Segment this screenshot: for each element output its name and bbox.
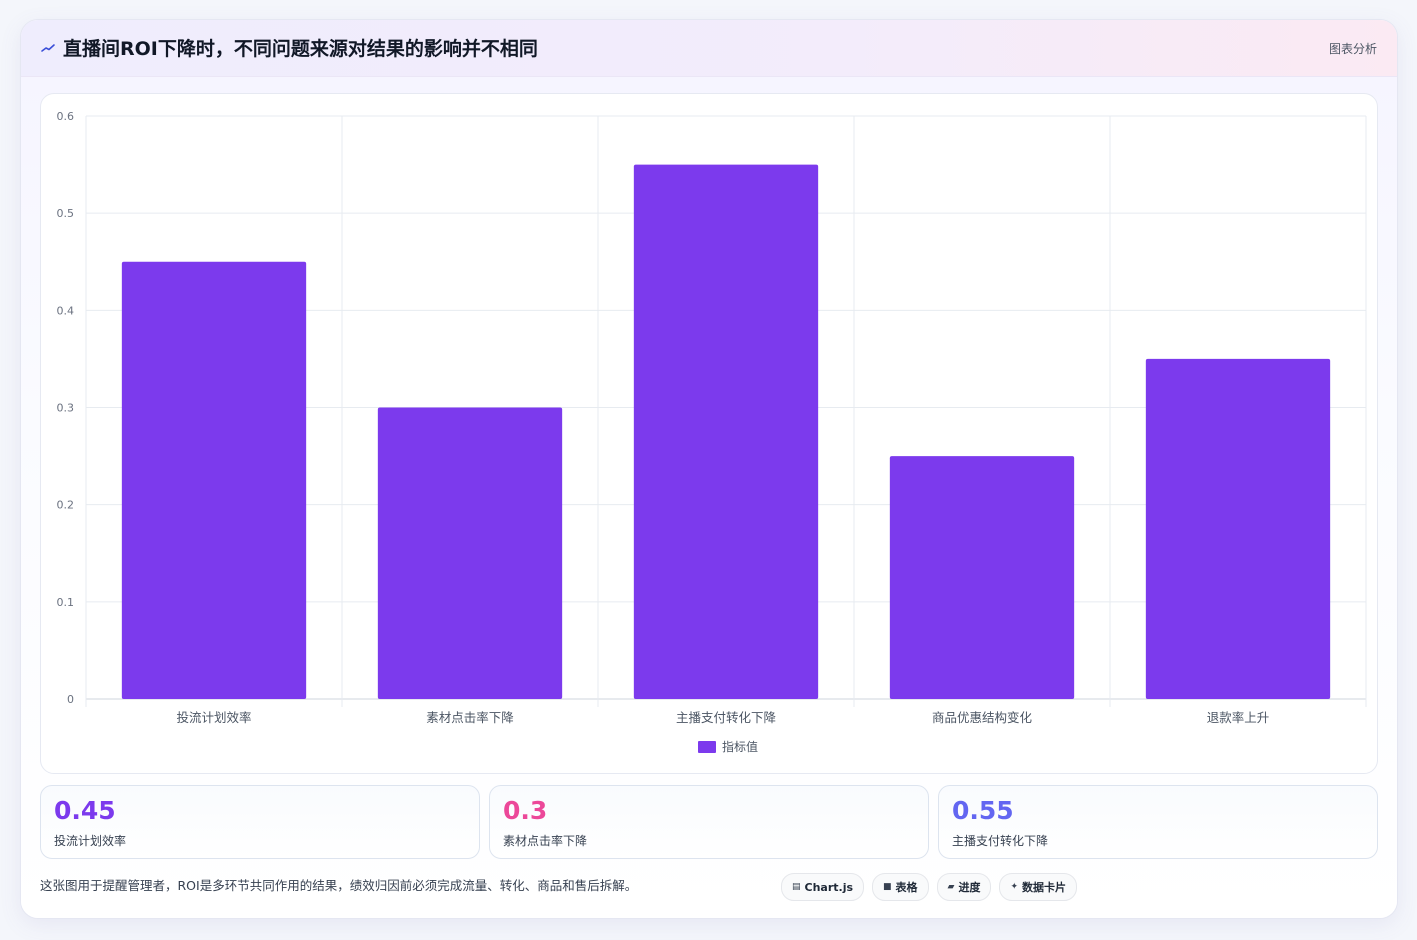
chip-chartjs[interactable]: ▤ Chart.js — [781, 873, 865, 901]
trend-line-icon — [41, 44, 55, 52]
stat-label: 主播支付转化下降 — [952, 834, 1049, 848]
chip-data-card[interactable]: ✦ 数据卡片 — [999, 873, 1078, 901]
bar-layer — [121, 164, 1331, 700]
chart-title: 直播间ROI下降时，不同问题来源对结果的影响并不相同 — [63, 38, 538, 60]
y-tick-label: 0 — [67, 693, 74, 706]
chip-progress[interactable]: ▰ 进度 — [936, 873, 992, 901]
chip-label: 进度 — [958, 881, 981, 894]
legend-label: 指标值 — [722, 740, 759, 754]
y-tick-label: 0.6 — [57, 110, 75, 123]
y-tick-label: 0.4 — [57, 304, 75, 317]
chart-card: 直播间ROI下降时，不同问题来源对结果的影响并不相同 图表分析 0 0.1 0.2 0… — [20, 19, 1398, 919]
stat-card-3: 0.55 主播支付转化下降 — [938, 785, 1378, 859]
tag-chips: ▤ Chart.js ■ 表格 ▰ 进度 ✦ 数据卡片 — [781, 873, 1078, 901]
stat-card-2: 0.3 素材点击率下降 — [489, 785, 929, 859]
card-icon: ✦ — [1010, 882, 1019, 892]
y-tick-label: 0.1 — [57, 596, 75, 609]
card-header: 直播间ROI下降时，不同问题来源对结果的影响并不相同 图表分析 — [21, 20, 1397, 77]
bar-2[interactable] — [377, 407, 563, 700]
x-tick-label: 素材点击率下降 — [426, 710, 514, 725]
footnote: 这张图用于提醒管理者，ROI是多环节共同作用的结果，绩效归因前必须完成流量、转化… — [40, 878, 638, 893]
bar-5[interactable] — [1145, 358, 1331, 699]
stat-label: 投流计划效率 — [54, 834, 127, 848]
table-icon: ■ — [883, 882, 892, 892]
stat-value: 0.3 — [503, 796, 548, 825]
stat-value: 0.55 — [952, 796, 1014, 825]
y-tick-label: 0.5 — [57, 207, 75, 220]
x-tick-label: 退款率上升 — [1207, 710, 1270, 725]
legend-swatch — [698, 740, 716, 753]
chip-label: Chart.js — [804, 880, 854, 894]
x-tick-label: 投流计划效率 — [176, 710, 251, 725]
stat-card-1: 0.45 投流计划效率 — [40, 785, 480, 859]
progress-icon: ▰ — [947, 882, 955, 892]
chart-tag: 图表分析 — [1328, 42, 1377, 56]
chart-panel: 0 0.1 0.2 0.3 0.4 0.5 0.6 投流计划效率 素材点击率下降 主播支付转化下降… — [40, 93, 1378, 774]
x-tick-label: 主播支付转化下降 — [676, 710, 777, 725]
chip-label: 数据卡片 — [1022, 881, 1067, 894]
y-tick-label: 0.3 — [57, 402, 75, 415]
bar-1[interactable] — [121, 261, 307, 699]
legend[interactable]: 指标值 — [698, 738, 758, 755]
stat-value: 0.45 — [54, 796, 116, 825]
bar-4[interactable] — [889, 456, 1075, 699]
x-tick-label: 商品优惠结构变化 — [932, 710, 1033, 725]
bar-3[interactable] — [633, 164, 819, 699]
chip-table[interactable]: ■ 表格 — [872, 873, 929, 901]
stat-label: 素材点击率下降 — [503, 834, 588, 848]
chart-icon: ▤ — [792, 882, 801, 892]
bar-chart: 0 0.1 0.2 0.3 0.4 0.5 0.6 投流计划效率 素材点击率下降 主播支付转化下降… — [57, 110, 1367, 725]
axis-layer: 0 0.1 0.2 0.3 0.4 0.5 0.6 投流计划效率 素材点击率下降 主播支付转化下降… — [57, 110, 1270, 725]
y-tick-label: 0.2 — [57, 499, 75, 512]
chip-label: 表格 — [895, 881, 918, 894]
